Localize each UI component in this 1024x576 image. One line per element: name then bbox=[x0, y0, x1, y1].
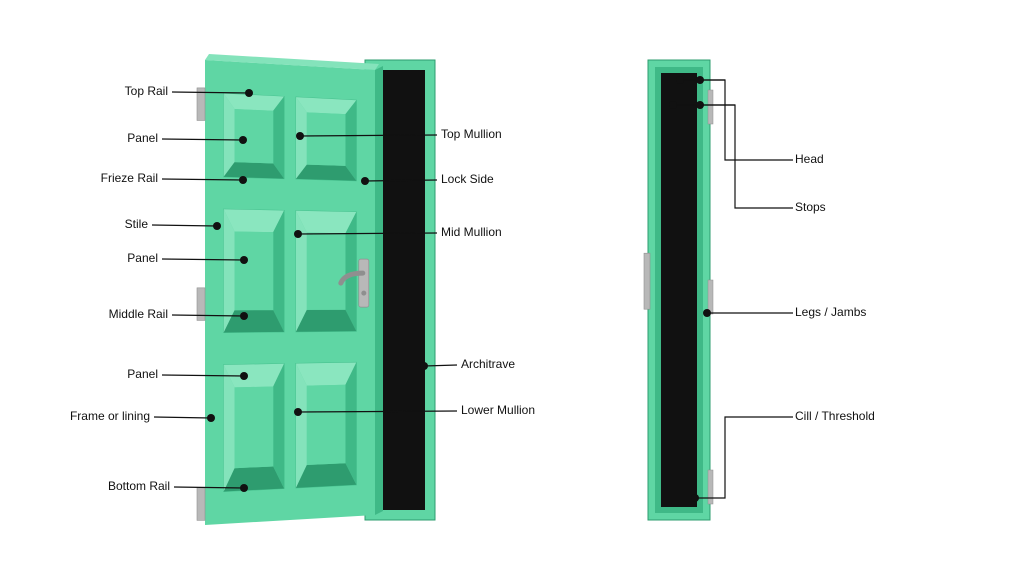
callout-label: Cill / Threshold bbox=[795, 409, 875, 423]
callout-label: Architrave bbox=[461, 357, 515, 371]
callout-marker bbox=[696, 76, 704, 84]
lock-escutcheon bbox=[359, 259, 369, 307]
callout-marker bbox=[696, 101, 704, 109]
callout: Frame or lining bbox=[70, 409, 215, 423]
callout-marker bbox=[420, 362, 428, 370]
callout-marker bbox=[240, 256, 248, 264]
frame-hinge bbox=[708, 470, 713, 504]
callout-marker bbox=[239, 176, 247, 184]
callout-label: Lock Side bbox=[441, 172, 494, 186]
callout-label: Top Mullion bbox=[441, 127, 502, 141]
callout-label: Stile bbox=[125, 217, 149, 231]
callout-marker bbox=[240, 312, 248, 320]
callout-marker bbox=[245, 89, 253, 97]
frame-diagram bbox=[644, 60, 713, 520]
callout: Cill / Threshold bbox=[691, 409, 875, 502]
callout-marker bbox=[361, 177, 369, 185]
callout-label: Panel bbox=[127, 367, 158, 381]
callout-label: Panel bbox=[127, 251, 158, 265]
callout-marker bbox=[239, 136, 247, 144]
callout-label: Middle Rail bbox=[109, 307, 168, 321]
callout-label: Frieze Rail bbox=[101, 171, 158, 185]
callout-label: Head bbox=[795, 152, 824, 166]
callout-marker bbox=[294, 408, 302, 416]
callout-label: Frame or lining bbox=[70, 409, 150, 423]
door-lock-edge bbox=[375, 66, 383, 515]
callout-marker bbox=[691, 494, 699, 502]
callout-label: Lower Mullion bbox=[461, 403, 535, 417]
callout-marker bbox=[296, 132, 304, 140]
callout-marker bbox=[213, 222, 221, 230]
callout-marker bbox=[676, 76, 684, 84]
frame-strike bbox=[644, 253, 650, 309]
callout-marker bbox=[294, 230, 302, 238]
callout-label: Panel bbox=[127, 131, 158, 145]
callout-marker bbox=[703, 309, 711, 317]
callout-label: Stops bbox=[795, 200, 826, 214]
callout-marker bbox=[240, 372, 248, 380]
callout-label: Legs / Jambs bbox=[795, 305, 866, 319]
callout-marker bbox=[669, 101, 677, 109]
hinge bbox=[197, 488, 205, 521]
callout-marker bbox=[207, 414, 215, 422]
door-diagram bbox=[197, 54, 435, 525]
callout-label: Top Rail bbox=[125, 84, 168, 98]
frame-hinge bbox=[708, 90, 713, 124]
callout-label: Bottom Rail bbox=[108, 479, 170, 493]
frame-hinge bbox=[708, 280, 713, 314]
callout-label: Mid Mullion bbox=[441, 225, 502, 239]
callout-marker bbox=[240, 484, 248, 492]
callout: Legs / Jambs bbox=[703, 305, 866, 319]
